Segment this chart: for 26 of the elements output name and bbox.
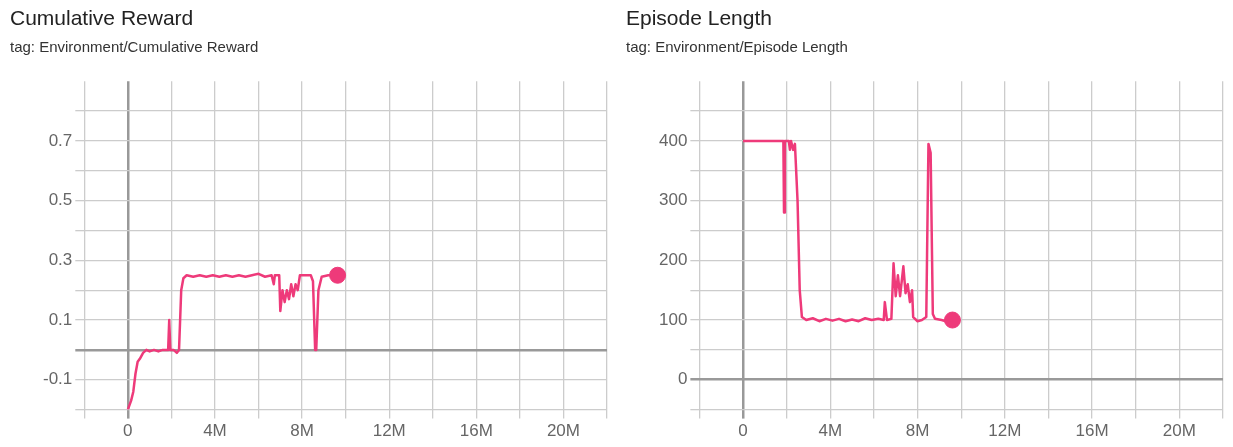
y-tick-label: 0.5 <box>48 190 73 210</box>
y-tick-label: 0 <box>677 369 688 389</box>
y-tick-label: 100 <box>658 309 688 329</box>
x-tick-label: 12M <box>988 421 1022 441</box>
y-tick-label: -0.1 <box>43 369 73 389</box>
y-tick-label: 400 <box>658 130 688 150</box>
x-tick-label: 12M <box>372 421 406 441</box>
x-tick-label: 16M <box>459 421 493 441</box>
x-tick-label: 4M <box>818 421 843 441</box>
chart-subtitle: tag: Environment/Episode Length <box>626 38 848 55</box>
chart-subtitle: tag: Environment/Cumulative Reward <box>10 38 259 55</box>
chart-title: Cumulative Reward <box>10 6 194 30</box>
x-tick-label: 8M <box>290 421 314 441</box>
y-tick-label: 300 <box>658 190 688 210</box>
y-tick-label: 0.3 <box>48 250 73 270</box>
y-tick-label: 0.1 <box>48 309 73 329</box>
y-tick-label: 0.7 <box>48 130 73 150</box>
x-tick-label: 20M <box>546 421 580 441</box>
chart-title: Episode Length <box>626 6 772 30</box>
x-tick-label: 0 <box>738 421 748 441</box>
y-tick-label: 200 <box>658 250 688 270</box>
x-tick-label: 8M <box>905 421 930 441</box>
x-tick-label: 0 <box>123 421 133 441</box>
x-tick-label: 20M <box>1162 421 1196 441</box>
x-tick-label: 4M <box>203 421 227 441</box>
x-tick-label: 16M <box>1075 421 1109 441</box>
